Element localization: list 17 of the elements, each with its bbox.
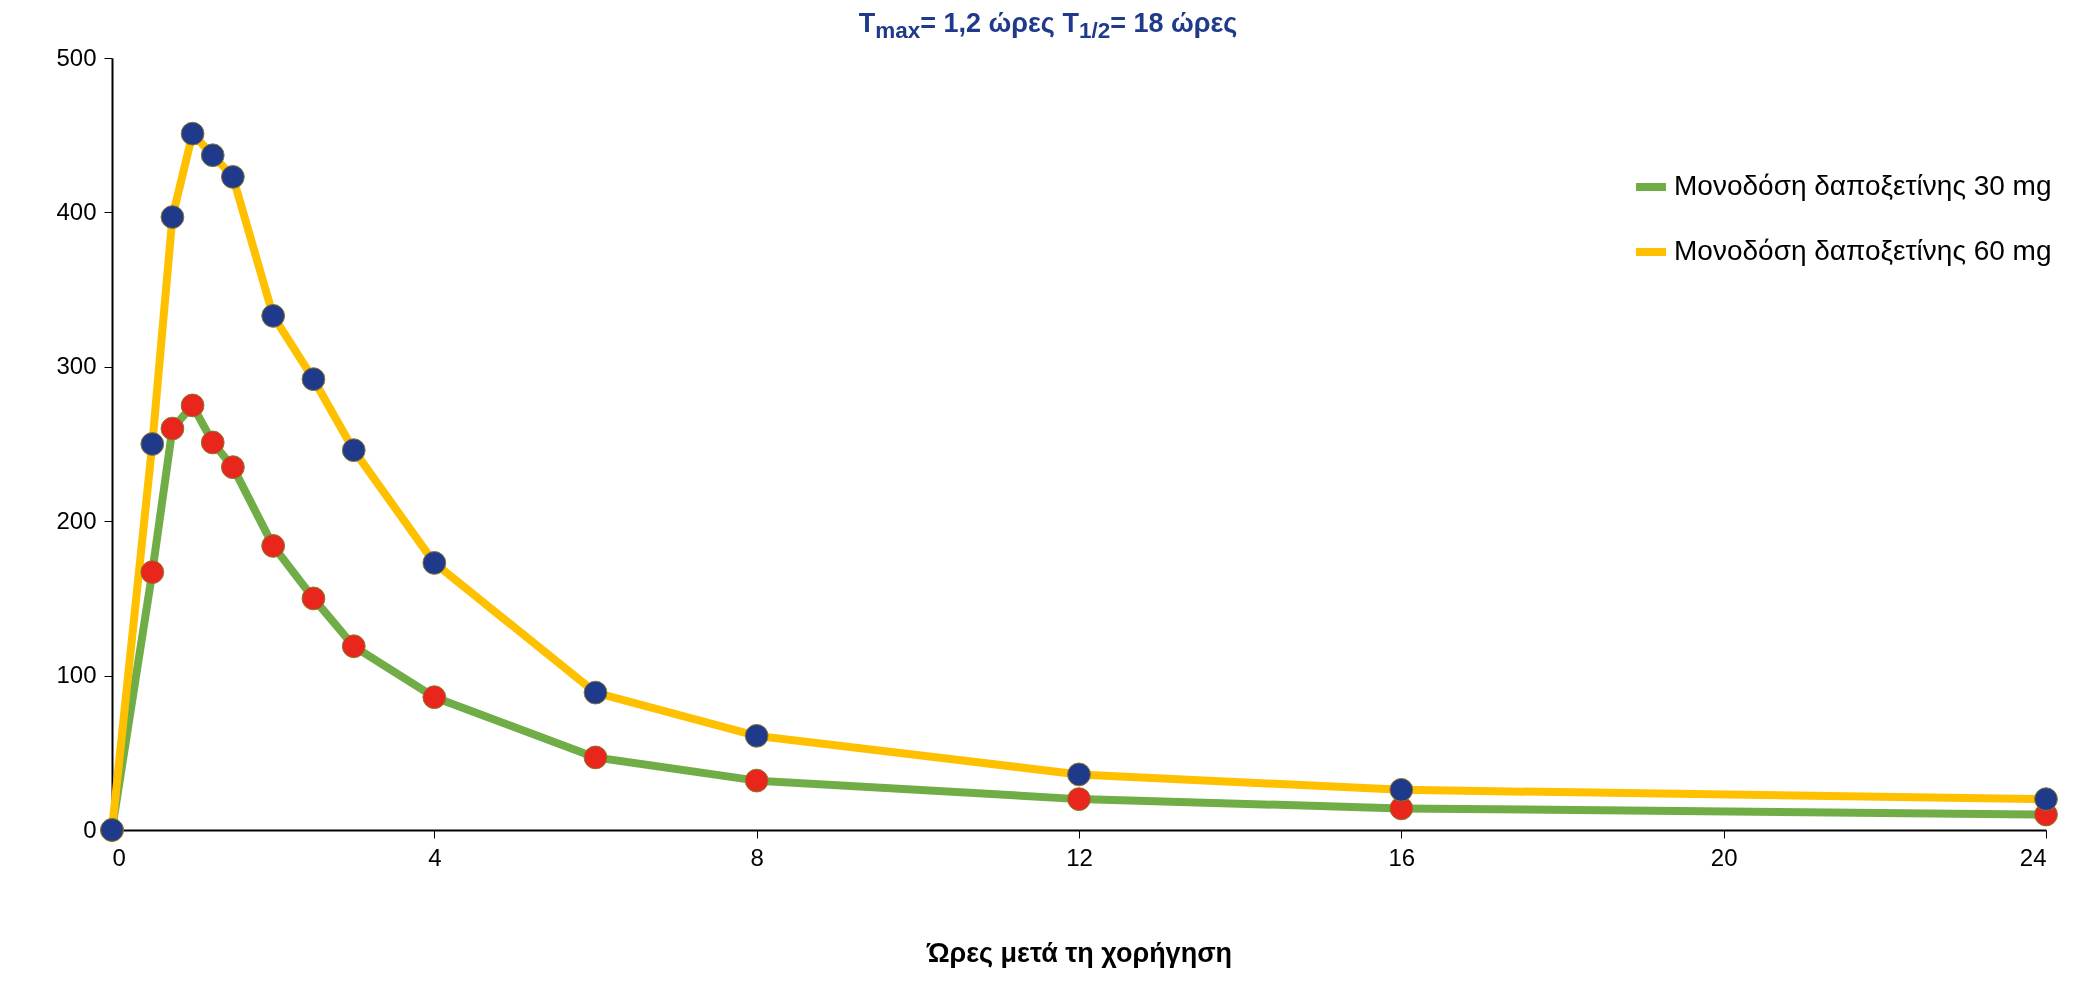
y-tick-label: 500	[56, 43, 97, 71]
x-tick-label: 8	[750, 843, 764, 871]
x-axis-title: Ώρες μετά τη χορήγηση	[925, 937, 1233, 968]
x-tick-label: 20	[1710, 843, 1738, 871]
x-tick-label: 24	[2019, 843, 2047, 871]
x-tick-label: 4	[428, 843, 442, 871]
y-tick-label: 300	[56, 352, 97, 380]
legend-label: Μονοδόση δαποξετίνης 60 mg	[1674, 235, 2052, 266]
y-tick-label: 400	[56, 197, 97, 225]
y-tick-label: 100	[56, 661, 97, 689]
x-tick-label: 0	[112, 843, 126, 871]
y-tick-label: 200	[56, 506, 97, 534]
y-tick-label: 0	[83, 815, 97, 843]
x-tick-label: 16	[1388, 843, 1416, 871]
chart-title: T$_{max}$= 1,2 ώρες T$_{1/2}$= 18 ώρες	[857, 8, 1239, 45]
legend-label: Μονοδόση δαποξετίνης 30 mg	[1674, 170, 2052, 201]
x-tick-label: 12	[1066, 843, 1093, 871]
